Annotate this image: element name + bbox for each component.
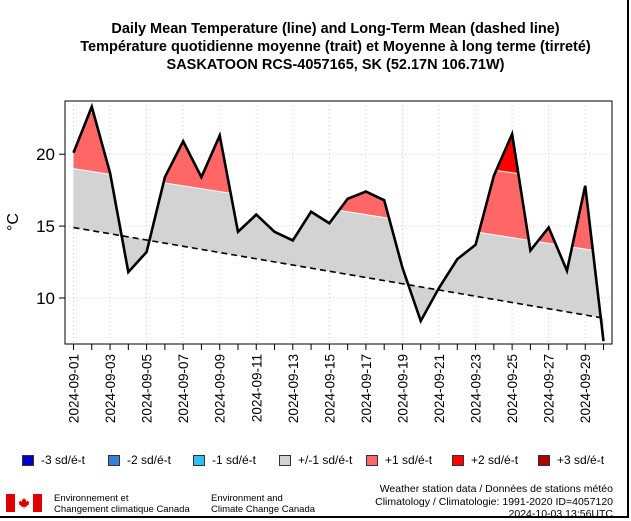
legend-swatch — [108, 455, 120, 466]
y-axis: 10 15 20 — [36, 145, 65, 308]
org-fr-line1: Environnement et — [54, 493, 190, 504]
legend-swatch — [22, 455, 34, 466]
legend-item: +2 sd/é-t — [452, 453, 518, 467]
y-axis-label: °C — [5, 213, 22, 231]
info-timestamp: 2024-10-03 13:56UTC — [375, 508, 613, 521]
x-tick-label: 2024-09-01 — [67, 354, 82, 423]
x-tick-label: 2024-09-23 — [469, 354, 484, 423]
legend-item: -3 sd/é-t — [22, 453, 85, 467]
band-normal — [74, 169, 604, 385]
legend-item: -2 sd/é-t — [108, 453, 171, 467]
legend-item: +3 sd/é-t — [538, 453, 604, 467]
sd2-boundary-line — [74, 110, 604, 186]
x-tick-label: 2024-09-19 — [395, 354, 410, 423]
y-tick-label: 10 — [36, 289, 55, 308]
band-plus-2sd — [74, 0, 604, 186]
legend-label: +/-1 sd/é-t — [298, 453, 352, 467]
legend-swatch — [538, 455, 550, 466]
legend-label: -3 sd/é-t — [41, 453, 85, 467]
footer: Environnement et Changement climatique C… — [0, 483, 631, 519]
legend-item: +/-1 sd/é-t — [279, 453, 352, 467]
data-info: Weather station data / Données de statio… — [375, 483, 613, 521]
legend-label: -1 sd/é-t — [212, 453, 256, 467]
x-tick-label: 2024-09-17 — [359, 354, 374, 423]
y-tick-label: 15 — [36, 217, 55, 236]
legend-swatch — [279, 455, 291, 466]
org-en-line1: Environment and — [211, 493, 315, 504]
canada-flag-icon — [6, 494, 42, 512]
x-tick-label: 2024-09-25 — [505, 354, 520, 423]
x-tick-label: 2024-09-15 — [322, 354, 337, 423]
x-tick-label: 2024-09-09 — [213, 354, 228, 423]
x-axis: 2024-09-01 2024-09-03 2024-09-05 2024-09-07… — [67, 344, 604, 423]
legend-label: +1 sd/é-t — [385, 453, 432, 467]
org-fr-line2: Changement climatique Canada — [54, 504, 190, 515]
info-climatology: Climatology / Climatologie: 1991-2020 ID… — [375, 496, 613, 509]
x-tick-label: 2024-09-29 — [578, 354, 593, 423]
org-en-line2: Climate Change Canada — [211, 504, 315, 515]
legend-item: +1 sd/é-t — [366, 453, 432, 467]
legend-swatch — [193, 455, 205, 466]
legend-swatch — [452, 455, 464, 466]
x-tick-label: 2024-09-13 — [286, 354, 301, 423]
y-tick-label: 20 — [36, 145, 55, 164]
legend-label: +2 sd/é-t — [471, 453, 518, 467]
x-tick-label: 2024-09-07 — [176, 354, 191, 423]
org-name-fr: Environnement et Changement climatique C… — [54, 493, 190, 515]
maple-leaf-icon — [18, 497, 30, 509]
legend-label: -2 sd/é-t — [127, 453, 171, 467]
x-tick-label: 2024-09-05 — [140, 354, 155, 423]
x-tick-label: 2024-09-03 — [103, 354, 118, 423]
org-name-en: Environment and Climate Change Canada — [211, 493, 315, 515]
legend-label: +3 sd/é-t — [557, 453, 604, 467]
legend-item: -1 sd/é-t — [193, 453, 256, 467]
info-source: Weather station data / Données de statio… — [375, 483, 613, 496]
x-tick-label: 2024-09-27 — [542, 354, 557, 423]
x-tick-label: 2024-09-11 — [249, 354, 264, 422]
legend-swatch — [366, 455, 378, 466]
x-tick-label: 2024-09-21 — [432, 354, 447, 423]
legend: -3 sd/é-t -2 sd/é-t -1 sd/é-t +/-1 sd/é-… — [0, 453, 631, 471]
